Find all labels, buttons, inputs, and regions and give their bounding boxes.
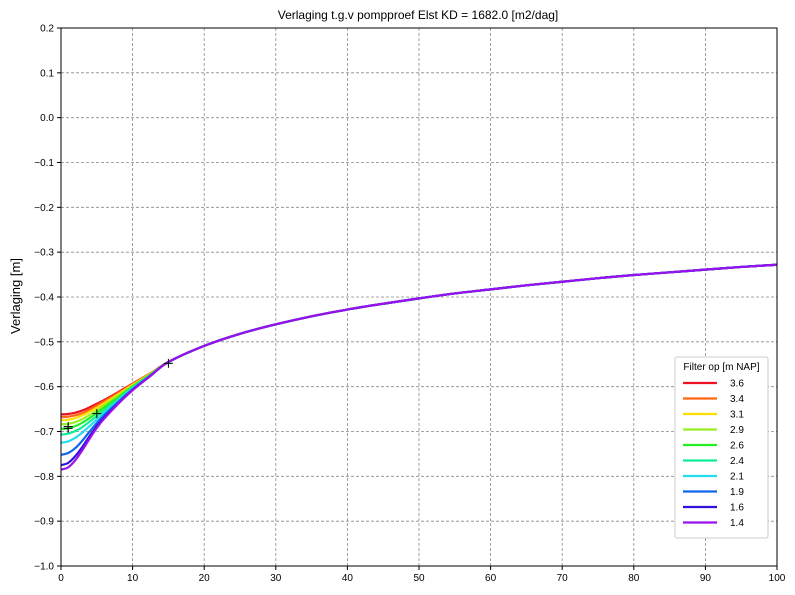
y-tick-label: −0.9	[34, 517, 54, 528]
y-tick-label: −0.1	[34, 158, 54, 169]
y-tick-label: 0.1	[40, 68, 54, 79]
legend-title: Filter op [m NAP]	[683, 362, 759, 373]
x-tick-label: 0	[58, 573, 64, 584]
grid-lines	[60, 27, 778, 567]
legend-label: 1.6	[730, 503, 744, 514]
observation-marker	[163, 358, 173, 368]
chart-title: Verlaging t.g.v pompproef Elst KD = 1682…	[278, 8, 559, 22]
x-tick-label: 100	[769, 573, 786, 584]
y-tick-label: −0.6	[34, 382, 54, 393]
observation-marker	[92, 409, 102, 419]
y-tick-label: −1.0	[34, 562, 54, 573]
x-tick-label: 80	[628, 573, 640, 584]
x-tick-label: 30	[270, 573, 282, 584]
legend-label: 3.4	[730, 394, 744, 405]
legend-label: 1.4	[730, 518, 744, 529]
y-tick-label: −0.2	[34, 203, 54, 214]
x-tick-label: 40	[342, 573, 354, 584]
observation-marker	[63, 422, 73, 432]
legend-label: 2.6	[730, 441, 744, 452]
x-tick-label: 20	[199, 573, 211, 584]
x-tick-label: 10	[127, 573, 139, 584]
legend-label: 3.1	[730, 410, 744, 421]
legend-label: 2.4	[730, 456, 744, 467]
x-tick-label: 70	[557, 573, 569, 584]
observation-markers	[63, 358, 173, 433]
legend-label: 1.9	[730, 487, 744, 498]
y-tick-label: −0.7	[34, 427, 54, 438]
legend: Filter op [m NAP] 3.6 3.4 3.1 2.9 2.6 2.4 2.1 1…	[674, 356, 769, 539]
legend-label: 2.9	[730, 425, 744, 436]
series-line-1-4	[60, 263, 778, 471]
x-tick-label: 90	[700, 573, 712, 584]
y-tick-label: −0.4	[34, 293, 54, 304]
x-tick-label: 50	[413, 573, 425, 584]
y-tick-label: 0.0	[40, 113, 54, 124]
y-tick-label: 0.2	[40, 24, 54, 35]
axis-ticks: 0 10 20 30 40 50 60 70 80 90 100 −1.0 −0.9 −0.8 −0.7 −0…	[34, 24, 786, 585]
y-axis-label: Verlaging [m]	[8, 258, 23, 334]
legend-label: 3.6	[730, 379, 744, 390]
y-tick-label: −0.3	[34, 248, 54, 259]
y-tick-label: −0.5	[34, 337, 54, 348]
series-lines	[60, 263, 778, 471]
legend-label: 2.1	[730, 472, 744, 483]
legend-box	[674, 356, 769, 539]
x-tick-label: 60	[485, 573, 497, 584]
y-tick-label: −0.8	[34, 472, 54, 483]
